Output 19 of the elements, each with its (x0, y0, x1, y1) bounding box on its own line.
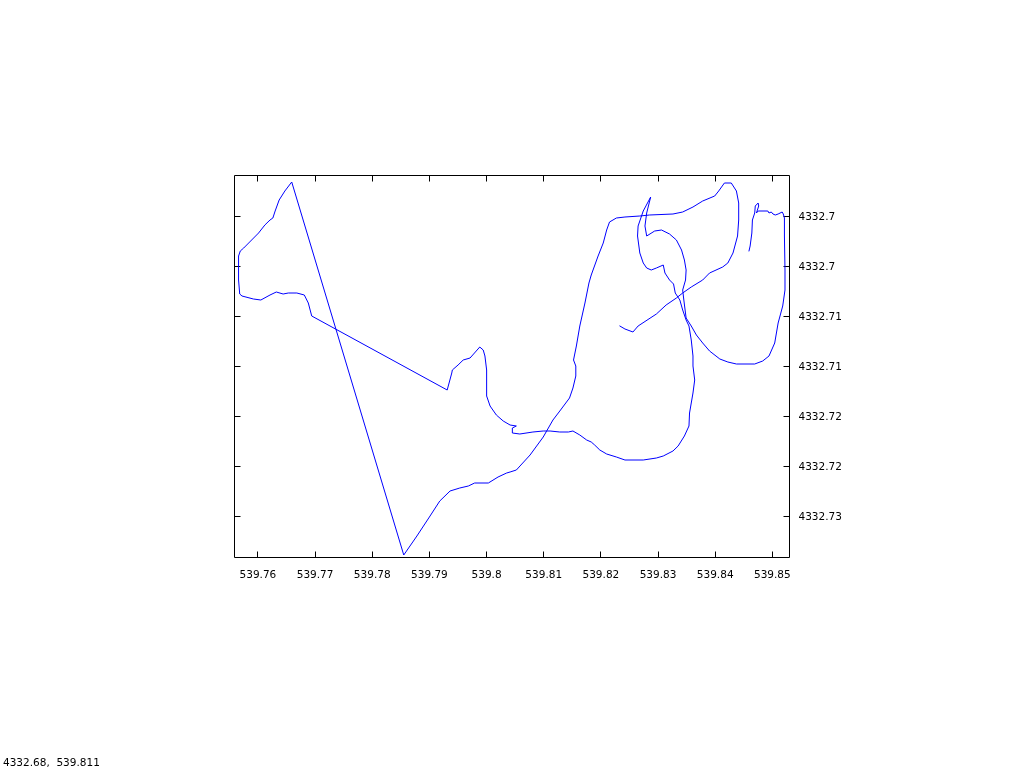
y2-tick-label: 4332.71 (798, 359, 842, 372)
y2-tick-label: 4332.71 (798, 309, 842, 322)
x-tick-label: 539.83 (639, 567, 677, 580)
x-tick-label: 539.84 (696, 567, 734, 580)
x-tick-label: 539.82 (582, 567, 620, 580)
x-tick-label: 539.81 (525, 567, 563, 580)
y2-tick-label: 4332.72 (798, 409, 842, 422)
x-tick-label: 539.77 (296, 567, 334, 580)
y2-tick-label: 4332.72 (798, 459, 842, 472)
x-tick-label: 539.79 (411, 567, 448, 580)
x-tick-label: 539.8 (471, 567, 502, 580)
y2-tick-label: 4332.73 (798, 509, 842, 522)
y2-tick-label: 4332.7 (798, 209, 836, 222)
x-tick-label: 539.85 (753, 567, 791, 580)
text: 4332.68, 539.811 (3, 756, 100, 768)
x-tick-label: 539.78 (353, 567, 391, 580)
y2-tick-label: 4332.7 (798, 259, 836, 272)
x-tick-label: 539.76 (239, 567, 277, 580)
line-series (238, 181, 786, 556)
